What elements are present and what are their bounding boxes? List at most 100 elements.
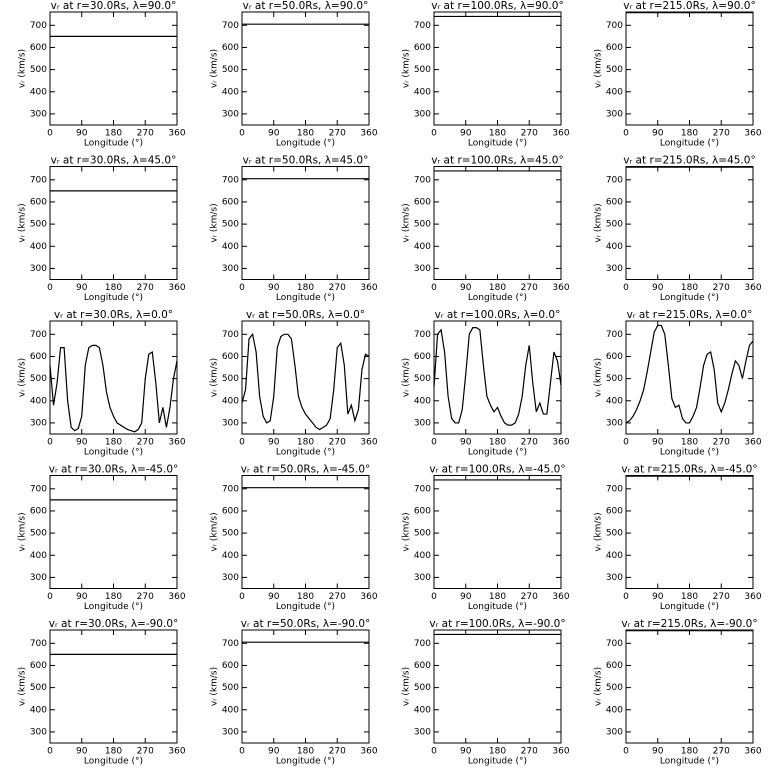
y-tick-label: 600	[30, 43, 47, 53]
panel-title: vᵣ at r=30.0Rs, λ=0.0°	[54, 309, 173, 321]
x-tick-label: 90	[652, 747, 664, 757]
y-tick-label: 400	[414, 87, 431, 97]
y-tick-label: 600	[606, 197, 623, 207]
x-tick-label: 180	[681, 129, 698, 139]
x-tick-label: 90	[460, 129, 472, 139]
x-axis-label: Longitude (°)	[660, 602, 719, 612]
x-tick-label: 0	[47, 283, 53, 293]
x-axis-label: Longitude (°)	[84, 139, 143, 149]
panel-title: vᵣ at r=215.0Rs, λ=45.0°	[623, 155, 755, 167]
x-tick-label: 360	[552, 129, 569, 139]
x-axis-label: Longitude (°)	[468, 757, 527, 767]
y-tick-label: 400	[414, 551, 431, 561]
y-tick-label: 500	[30, 529, 47, 539]
x-tick-label: 180	[489, 438, 506, 448]
data-line	[433, 327, 562, 426]
panel-title: vᵣ at r=50.0Rs, λ=45.0°	[243, 155, 369, 167]
x-tick-label: 180	[489, 592, 506, 602]
plot-frame	[49, 629, 178, 744]
y-axis-label: vᵣ (km/s)	[18, 358, 28, 397]
x-tick-label: 270	[713, 129, 730, 139]
x-tick-label: 0	[47, 129, 53, 139]
x-tick-label: 0	[431, 129, 437, 139]
x-tick-label: 180	[105, 129, 122, 139]
y-axis-label: vᵣ (km/s)	[594, 512, 604, 551]
y-tick-label: 400	[222, 705, 239, 715]
y-tick-label: 600	[30, 197, 47, 207]
plot-frame	[625, 629, 754, 744]
plot-frame	[49, 11, 178, 126]
x-tick-label: 270	[329, 747, 346, 757]
y-tick-label: 600	[606, 43, 623, 53]
x-tick-label: 270	[521, 747, 538, 757]
x-axis-label: Longitude (°)	[84, 757, 143, 767]
y-tick-label: 600	[222, 43, 239, 53]
y-axis-label: vᵣ (km/s)	[210, 512, 220, 551]
x-tick-label: 0	[47, 438, 53, 448]
x-tick-label: 360	[360, 592, 377, 602]
x-tick-label: 180	[681, 747, 698, 757]
x-axis-label: Longitude (°)	[84, 293, 143, 303]
x-axis-label: Longitude (°)	[468, 293, 527, 303]
y-tick-label: 600	[414, 197, 431, 207]
y-axis-label: vᵣ (km/s)	[402, 667, 412, 706]
x-axis-label: Longitude (°)	[276, 757, 335, 767]
x-tick-label: 180	[105, 592, 122, 602]
y-tick-label: 400	[414, 705, 431, 715]
plot-frame	[625, 475, 754, 589]
x-tick-label: 270	[137, 129, 154, 139]
x-axis-label: Longitude (°)	[468, 139, 527, 149]
x-tick-label: 90	[76, 129, 88, 139]
x-tick-label: 180	[105, 283, 122, 293]
x-axis-label: Longitude (°)	[276, 602, 335, 612]
panel-title: vᵣ at r=30.0Rs, λ=45.0°	[51, 155, 177, 167]
x-tick-label: 360	[168, 747, 185, 757]
y-tick-label: 300	[414, 418, 431, 428]
y-tick-label: 500	[606, 374, 623, 384]
y-tick-label: 600	[222, 197, 239, 207]
y-tick-label: 300	[222, 418, 239, 428]
y-tick-label: 400	[222, 242, 239, 252]
x-tick-label: 360	[552, 438, 569, 448]
plot-frame	[433, 11, 562, 126]
x-tick-label: 270	[713, 438, 730, 448]
y-tick-label: 500	[222, 529, 239, 539]
y-tick-label: 700	[606, 21, 623, 31]
x-tick-label: 90	[652, 438, 664, 448]
y-tick-label: 700	[30, 21, 47, 31]
y-tick-label: 300	[222, 727, 239, 737]
x-tick-label: 360	[552, 283, 569, 293]
y-tick-label: 300	[606, 418, 623, 428]
y-axis-label: vᵣ (km/s)	[594, 49, 604, 88]
panel-title: vᵣ at r=100.0Rs, λ=90.0°	[431, 0, 563, 12]
y-tick-label: 500	[30, 65, 47, 75]
y-tick-label: 600	[30, 661, 47, 671]
x-tick-label: 360	[360, 129, 377, 139]
y-tick-label: 500	[222, 374, 239, 384]
x-axis-label: Longitude (°)	[468, 602, 527, 612]
y-tick-label: 300	[606, 573, 623, 583]
x-tick-label: 270	[137, 438, 154, 448]
y-tick-label: 500	[414, 220, 431, 230]
plot-frame	[241, 11, 370, 126]
plot-frame	[433, 320, 562, 435]
y-tick-label: 600	[222, 661, 239, 671]
panel-title: vᵣ at r=100.0Rs, λ=-90.0°	[429, 618, 565, 630]
x-axis-label: Longitude (°)	[468, 448, 527, 458]
plot-frame	[433, 629, 562, 744]
x-tick-label: 180	[489, 747, 506, 757]
panel-title: vᵣ at r=50.0Rs, λ=0.0°	[246, 309, 365, 321]
plot-frame	[241, 320, 370, 435]
x-tick-label: 0	[47, 592, 53, 602]
y-tick-label: 400	[30, 396, 47, 406]
x-tick-label: 180	[297, 438, 314, 448]
panel-title: vᵣ at r=215.0Rs, λ=-90.0°	[621, 618, 757, 630]
x-tick-label: 0	[431, 747, 437, 757]
x-tick-label: 270	[521, 129, 538, 139]
x-tick-label: 180	[681, 438, 698, 448]
y-tick-label: 300	[30, 573, 47, 583]
x-tick-label: 180	[105, 438, 122, 448]
plot-frame	[241, 166, 370, 280]
y-tick-label: 600	[606, 661, 623, 671]
y-tick-label: 300	[606, 264, 623, 274]
